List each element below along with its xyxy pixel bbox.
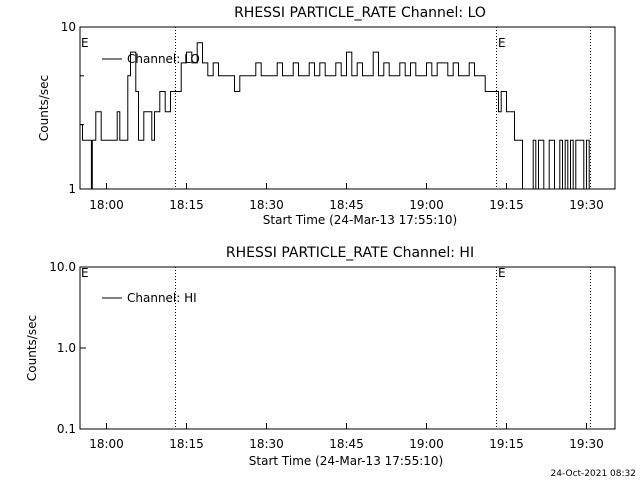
chart-hi-ytick-label-1: 1.0 — [57, 341, 76, 355]
chart-hi-legend: Channel: HI — [102, 291, 197, 305]
chart-lo-x-ticks: 18:00 18:15 18:30 18:45 19:00 19:15 19:3… — [89, 183, 604, 212]
chart-hi-xtick-label-1845: 18:45 — [329, 437, 364, 451]
chart-lo-title: RHESSI PARTICLE_RATE Channel: LO — [234, 5, 486, 21]
chart-hi-xtick-label-1815: 18:15 — [169, 437, 204, 451]
chart-lo-ytick-label-10: 10 — [61, 20, 76, 34]
chart-hi-ytick-label-10: 10.0 — [49, 260, 76, 274]
chart-hi-legend-label: Channel: HI — [127, 291, 197, 305]
chart-hi-vline-marker: E — [498, 266, 506, 280]
chart-hi-xtick-label-1830: 18:30 — [249, 437, 284, 451]
chart-hi-y-ticks: 10.0 1.0 0.1 — [49, 260, 86, 436]
chart-lo-xtick-label-1915: 19:15 — [489, 198, 524, 212]
chart-hi-title: RHESSI PARTICLE_RATE Channel: HI — [226, 245, 474, 261]
chart-lo-xtick-label-1900: 19:00 — [409, 198, 444, 212]
chart-lo-xtick-label-1800: 18:00 — [89, 198, 124, 212]
chart-lo-ytick-label-1: 1 — [68, 182, 76, 196]
chart-lo-left-marker: E — [81, 36, 89, 50]
chart-hi-left-marker: E — [81, 266, 89, 280]
chart-lo-ylabel: Counts/sec — [37, 75, 51, 141]
footer-date: 24-Oct-2021 08:32 — [551, 469, 636, 479]
chart-hi-xlabel: Start Time (24-Mar-13 17:55:10) — [249, 454, 443, 468]
chart-lo-xtick-label-1830: 18:30 — [249, 198, 284, 212]
chart-lo-plot-frame — [79, 26, 616, 190]
chart-hi-ylabel: Counts/sec — [25, 315, 39, 381]
chart-hi-vlines: E E — [81, 266, 591, 429]
chart-lo-legend: Channel: LO — [102, 52, 200, 66]
chart-lo-xtick-label-1930: 19:30 — [569, 198, 604, 212]
chart-lo-xtick-label-1815: 18:15 — [169, 198, 204, 212]
chart-hi-xtick-label-1930: 19:30 — [569, 437, 604, 451]
chart-lo-xlabel: Start Time (24-Mar-13 17:55:10) — [263, 213, 457, 227]
chart-hi-xtick-label-1800: 18:00 — [89, 437, 124, 451]
chart-lo-series-line — [80, 42, 590, 190]
chart-hi-xtick-label-1900: 19:00 — [409, 437, 444, 451]
chart-lo-y-ticks: 10 1 — [61, 20, 86, 196]
chart-hi-ytick-label-01: 0.1 — [57, 422, 76, 436]
chart-lo-legend-label: Channel: LO — [127, 52, 200, 66]
chart-lo-vlines: E E — [81, 27, 591, 189]
chart-lo: RHESSI PARTICLE_RATE Channel: LO 10 1 Co… — [37, 5, 616, 227]
chart-hi: RHESSI PARTICLE_RATE Channel: HI 10.0 1.… — [25, 245, 616, 468]
chart-hi-xtick-label-1915: 19:15 — [489, 437, 524, 451]
chart-lo-xtick-label-1845: 18:45 — [329, 198, 364, 212]
chart-lo-vline-marker: E — [498, 36, 506, 50]
chart-hi-x-ticks: 18:00 18:15 18:30 18:45 19:00 19:15 19:3… — [89, 423, 604, 451]
